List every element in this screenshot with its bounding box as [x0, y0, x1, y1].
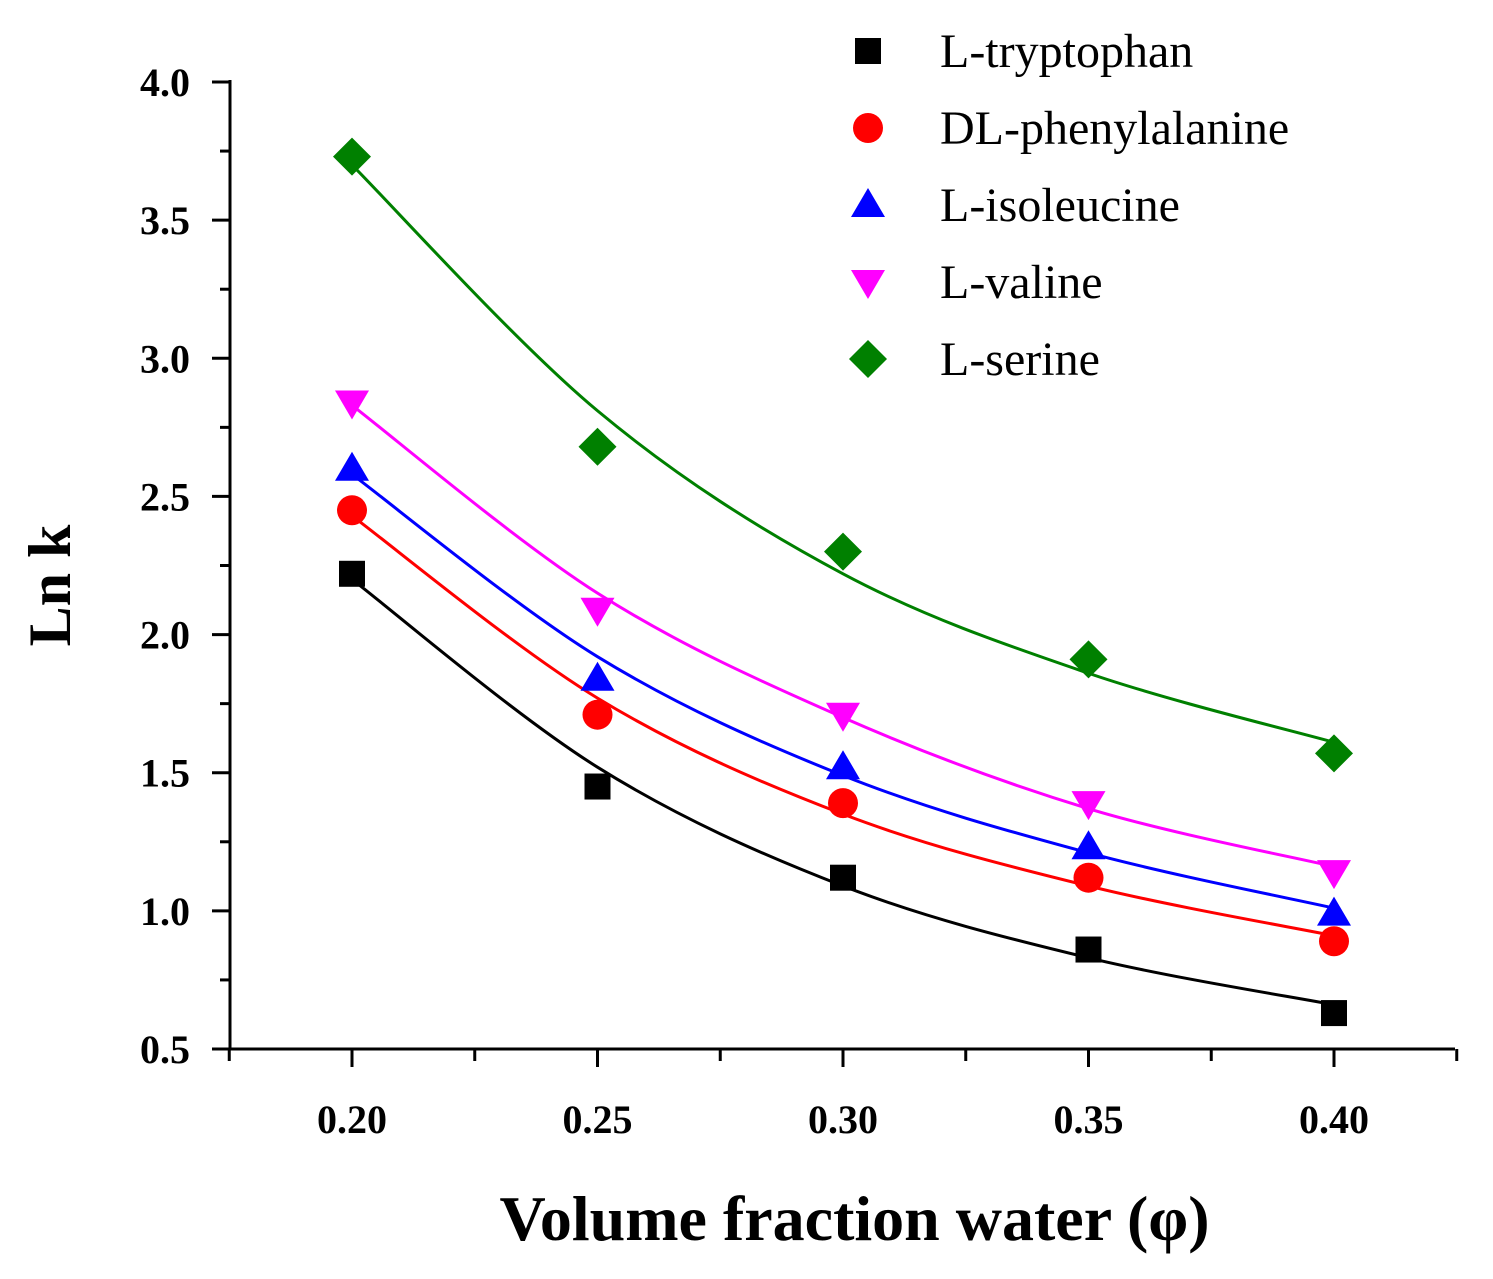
x-tick-label: 0.40	[1299, 1097, 1369, 1142]
series-2	[335, 451, 1351, 926]
legend-label: L-serine	[940, 333, 1100, 386]
data-point	[580, 597, 615, 627]
x-axis-title: Volume fraction water (φ)	[500, 1183, 1210, 1254]
y-tick-label: 1.0	[140, 889, 190, 934]
axes: 0.5 1.0 1.5 2.0 2.5 3.0 3.5 4.0 0.20 0.25 0.30 0.3…	[140, 60, 1459, 1142]
series-3	[335, 390, 1351, 890]
legend-marker	[851, 188, 885, 217]
legend-label: L-tryptophan	[940, 25, 1193, 78]
x-tick-label: 0.20	[317, 1097, 387, 1142]
legend-label: L-valine	[940, 256, 1103, 309]
data-point	[584, 773, 611, 800]
data-point	[830, 864, 856, 891]
series-1	[337, 495, 1349, 957]
legend-marker	[849, 340, 887, 378]
y-tick-label: 1.5	[140, 751, 190, 796]
data-point	[828, 788, 858, 819]
data-point	[1073, 862, 1104, 893]
y-tick-label: 0.5	[140, 1027, 190, 1072]
series-0	[339, 560, 1347, 1027]
data-point	[1319, 926, 1349, 957]
data-point	[1321, 1000, 1347, 1027]
y-tick-label: 3.0	[140, 336, 190, 381]
x-tick-label: 0.25	[563, 1097, 633, 1142]
data-point	[1315, 734, 1353, 773]
data-point	[1071, 830, 1106, 860]
series-fit-line	[350, 163, 1335, 744]
legend-label: L-isoleucine	[940, 179, 1180, 232]
data-point	[335, 451, 369, 481]
x-ticks: 0.20 0.25 0.30 0.35 0.40	[227, 1049, 1459, 1142]
y-tick-label: 2.0	[140, 613, 190, 658]
data-point	[580, 661, 615, 691]
y-axis-title: Ln k	[17, 524, 83, 646]
data-point	[1075, 936, 1102, 963]
series-4	[333, 137, 1353, 773]
legend-item: L-tryptophan	[855, 25, 1193, 78]
legend: L-tryptophan DL-phenylalanine L-isoleucine…	[849, 25, 1289, 386]
data-point	[1317, 896, 1351, 926]
plot-area	[333, 137, 1353, 1027]
legend-item: L-isoleucine	[851, 179, 1180, 232]
y-tick-label: 3.5	[140, 198, 190, 243]
data-point	[335, 390, 369, 420]
y-tick-label: 2.5	[140, 474, 190, 519]
data-point	[1071, 791, 1106, 821]
data-point	[826, 702, 860, 732]
data-point	[333, 137, 371, 176]
legend-marker	[853, 113, 883, 143]
x-tick-label: 0.35	[1054, 1097, 1124, 1142]
data-point	[1317, 860, 1351, 890]
legend-item: L-serine	[849, 333, 1100, 386]
legend-marker	[851, 270, 885, 299]
y-ticks: 0.5 1.0 1.5 2.0 2.5 3.0 3.5 4.0	[140, 60, 230, 1072]
data-point	[578, 427, 617, 466]
legend-item: DL-phenylalanine	[853, 102, 1289, 155]
data-point	[337, 495, 367, 526]
x-tick-label: 0.30	[808, 1097, 878, 1142]
legend-marker	[855, 38, 881, 64]
legend-label: DL-phenylalanine	[940, 102, 1289, 155]
data-point	[1069, 640, 1108, 679]
y-tick-label: 4.0	[140, 60, 190, 105]
legend-item: L-valine	[851, 256, 1103, 309]
data-point	[824, 532, 862, 571]
data-point	[339, 560, 365, 587]
data-point	[582, 699, 613, 730]
data-point	[826, 750, 860, 780]
